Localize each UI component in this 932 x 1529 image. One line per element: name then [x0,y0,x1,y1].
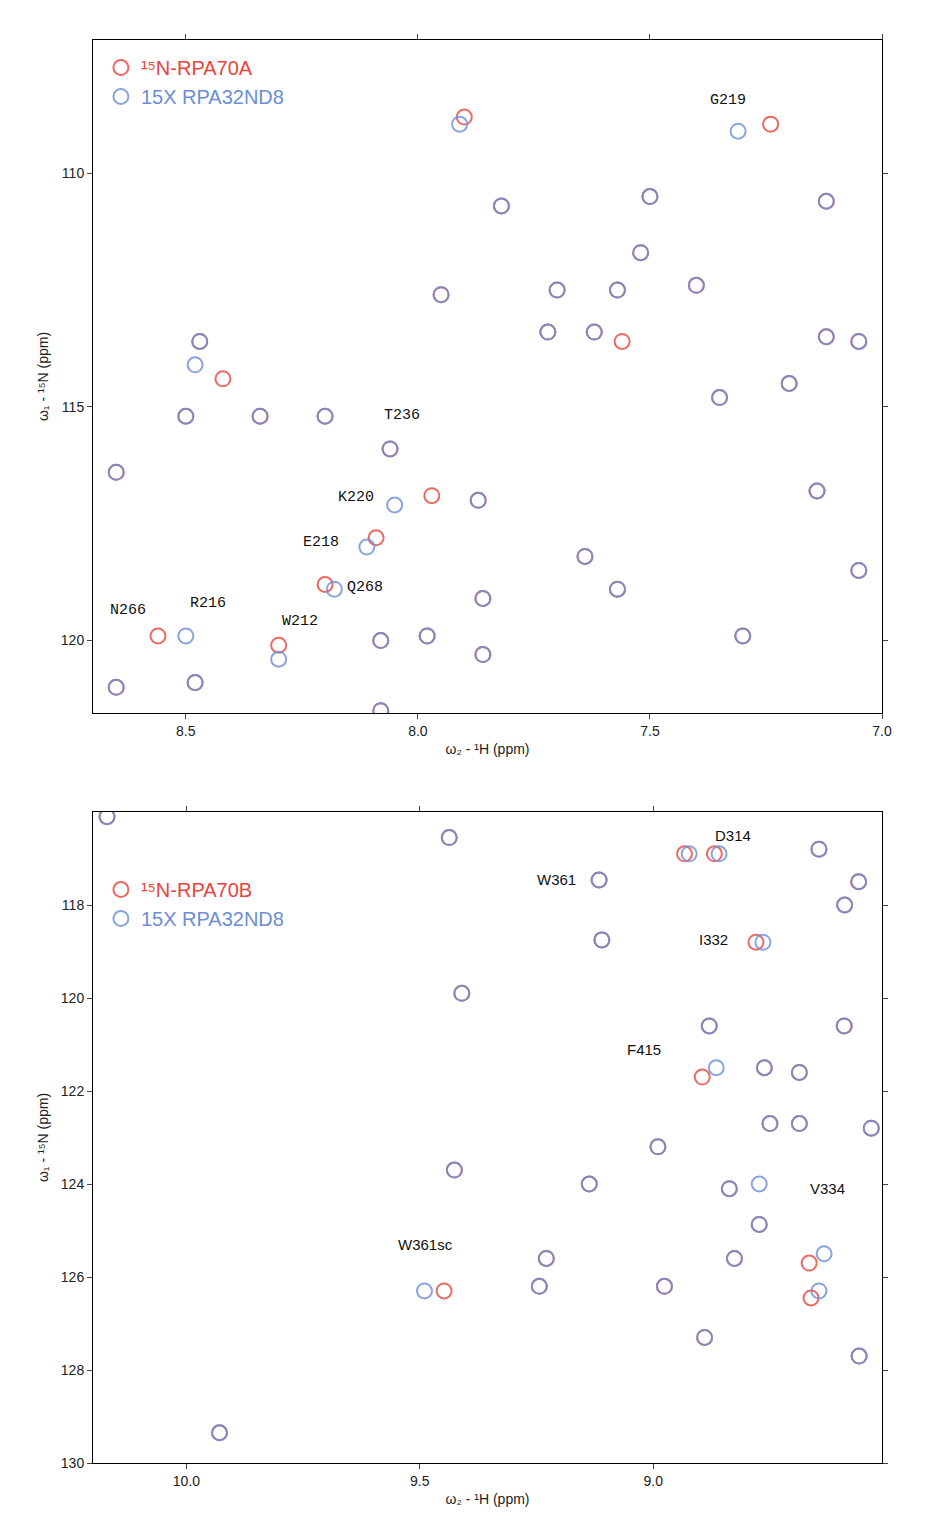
svg-text:K220: K220 [338,489,374,506]
svg-text:I332: I332 [699,931,728,948]
svg-text:ω₂ - ¹H (ppm): ω₂ - ¹H (ppm) [445,741,529,757]
svg-text:9.5: 9.5 [410,1473,430,1489]
svg-text:ω₁ - ¹⁵N (ppm): ω₁ - ¹⁵N (ppm) [35,332,51,421]
svg-text:120: 120 [61,632,85,648]
svg-text:V334: V334 [810,1180,845,1197]
svg-text:W212: W212 [282,613,318,630]
svg-text:10.0: 10.0 [173,1473,200,1489]
svg-text:7.0: 7.0 [872,723,892,739]
svg-text:126: 126 [61,1269,85,1285]
svg-text:7.5: 7.5 [640,723,660,739]
svg-text:120: 120 [61,990,85,1006]
svg-text:F415: F415 [627,1041,661,1058]
svg-text:N266: N266 [110,602,146,619]
svg-text:15X RPA32ND8: 15X RPA32ND8 [141,86,284,108]
svg-text:ω₁ - ¹⁵N (ppm): ω₁ - ¹⁵N (ppm) [35,1093,51,1182]
svg-text:15X RPA32ND8: 15X RPA32ND8 [141,908,284,930]
svg-text:R216: R216 [190,595,226,612]
svg-text:T236: T236 [384,407,420,424]
svg-text:130: 130 [61,1455,85,1471]
svg-text:Q268: Q268 [347,579,383,596]
svg-text:124: 124 [61,1176,85,1192]
svg-text:122: 122 [61,1083,85,1099]
svg-text:8.5: 8.5 [176,723,196,739]
svg-text:115: 115 [62,399,85,415]
svg-text:8.0: 8.0 [408,723,428,739]
svg-text:E218: E218 [303,534,339,551]
svg-text:¹⁵N-RPA70A: ¹⁵N-RPA70A [141,57,253,79]
svg-text:118: 118 [62,897,85,913]
svg-text:¹⁵N-RPA70B: ¹⁵N-RPA70B [141,879,252,901]
svg-text:D314: D314 [715,827,751,844]
svg-text:W361sc: W361sc [398,1236,453,1253]
svg-text:G219: G219 [710,92,746,109]
svg-text:9.0: 9.0 [644,1473,664,1489]
svg-text:128: 128 [61,1362,85,1378]
svg-text:W361: W361 [537,871,576,888]
svg-text:110: 110 [62,165,85,181]
svg-text:ω₂ - ¹H (ppm): ω₂ - ¹H (ppm) [445,1491,529,1507]
